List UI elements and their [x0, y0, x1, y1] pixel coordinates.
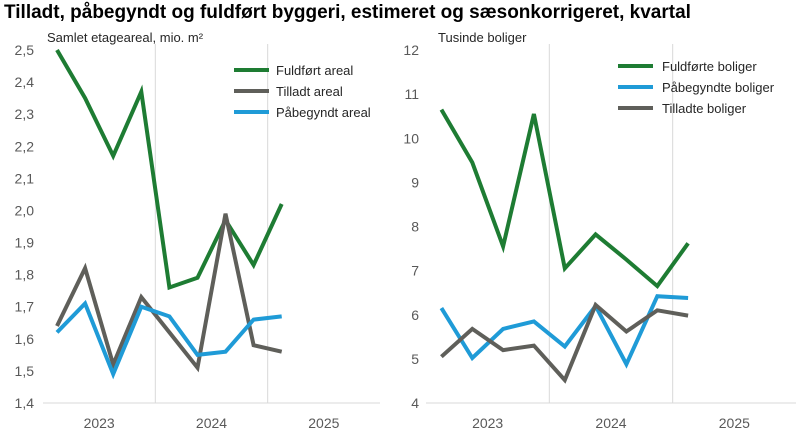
series-line-p-begyndte-boliger: [439, 294, 689, 369]
y-tick-label: 2,2: [15, 138, 35, 154]
x-tick-label: 2025: [719, 415, 750, 431]
y-tick-label: 2,4: [15, 74, 35, 90]
y-tick-label: 1,9: [15, 235, 35, 251]
left-chart-area: Samlet etageareal, mio. m² 1,4 1,5 1,6 1,7 1,…: [15, 30, 380, 431]
y-tick-label: 2,3: [15, 106, 35, 122]
legend-label: Påbegyndte boliger: [662, 80, 775, 95]
y-tick-label: 12: [403, 42, 419, 58]
y-tick-label: 10: [403, 130, 419, 146]
right-chart-area: Tusinde boliger 4 5 6 7 8 9 10 11 12 2023 2024 2025 F…: [403, 30, 796, 431]
series-line-fuldf-rte-boliger: [439, 108, 690, 290]
y-tick-label: 1,4: [15, 395, 35, 411]
y-tick-label: 2,5: [15, 42, 35, 58]
y-tick-label: 5: [411, 351, 419, 367]
legend-label: Påbegyndt areal: [276, 105, 371, 120]
y-axis-label: Samlet etageareal, mio. m²: [47, 30, 204, 45]
y-tick-label: 11: [404, 86, 419, 102]
series-line-p-begyndt-areal: [55, 299, 282, 380]
y-tick-label: 2,0: [15, 202, 35, 218]
y-tick-label: 1,7: [15, 299, 35, 315]
x-tick-label: 2023: [84, 415, 115, 431]
series-line-fuldf-rt-areal: [55, 48, 284, 291]
legend-label: Tilladte boliger: [662, 101, 747, 116]
y-tick-label: 2,1: [15, 170, 35, 186]
y-tick-label: 7: [411, 263, 419, 279]
x-tick-label: 2023: [472, 415, 503, 431]
x-tick-label: 2024: [196, 415, 227, 431]
y-tick-label: 6: [411, 307, 419, 323]
y-axis-label: Tusinde boliger: [438, 30, 527, 45]
y-tick-label: 1,5: [15, 363, 35, 379]
chart-title: Tilladt, påbegyndt og fuldført byggeri, …: [4, 2, 691, 23]
series-line-tilladt-areal: [55, 213, 283, 373]
x-tick-label: 2025: [308, 415, 339, 431]
legend-label: Fuldført areal: [276, 63, 353, 78]
legend-label: Fuldførte boliger: [662, 59, 757, 74]
legend-label: Tilladt areal: [276, 84, 343, 99]
series-line-tilladte-boliger: [440, 301, 689, 384]
y-tick-label: 1,8: [15, 267, 35, 283]
x-tick-label: 2024: [595, 415, 626, 431]
y-tick-label: 8: [411, 219, 419, 235]
y-tick-label: 4: [411, 395, 419, 411]
y-tick-label: 9: [411, 174, 419, 190]
y-tick-label: 1,6: [15, 331, 35, 347]
